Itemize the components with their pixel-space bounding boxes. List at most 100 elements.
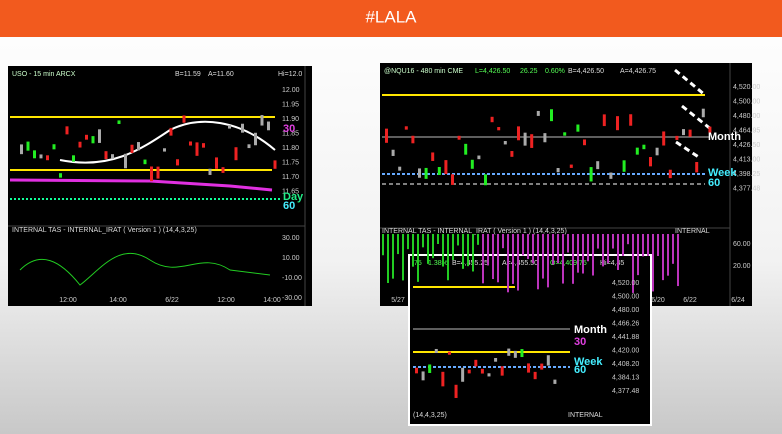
candle <box>662 131 666 146</box>
axis-label: 12.00 <box>282 87 300 94</box>
histogram-bar <box>627 234 629 245</box>
candle <box>247 144 251 149</box>
axis-label: 11.90 <box>282 116 299 123</box>
axis-label: 4,520.00 <box>612 280 639 287</box>
axis-label: 11.75 <box>282 159 299 166</box>
axis-label: 4,384.13 <box>612 374 639 381</box>
candle <box>234 147 238 161</box>
candle <box>26 141 30 151</box>
histogram-bar <box>432 234 434 259</box>
histogram-bar <box>527 234 529 260</box>
histogram-bar <box>457 234 459 246</box>
candle <box>104 151 108 159</box>
axis-label: 10.00 <box>282 255 300 262</box>
axis-label: 30.00 <box>282 235 300 242</box>
histogram-bar <box>472 234 474 272</box>
time-label: 6/22 <box>165 297 179 304</box>
candle <box>451 174 454 185</box>
candle <box>649 157 652 167</box>
histogram-bar <box>417 234 419 282</box>
axis-label: 11.70 <box>282 174 299 181</box>
candle <box>553 379 557 384</box>
candle <box>52 144 56 150</box>
candle <box>424 167 428 179</box>
hi: Hi=4,45 <box>600 260 624 267</box>
candle <box>441 371 445 387</box>
candle <box>457 135 461 140</box>
candle <box>163 148 166 152</box>
axis-label: 11.65 <box>282 188 299 195</box>
candle <box>418 168 421 178</box>
chart-panel <box>408 254 652 426</box>
candle <box>583 139 586 146</box>
histogram-bar <box>552 234 554 265</box>
histogram-bar <box>402 234 404 281</box>
change: 26.25 <box>520 68 538 75</box>
axis-label: 4,377.48 <box>733 185 760 192</box>
ask: A=11.60 <box>208 71 234 78</box>
axis-label: 4,464.95 <box>733 127 760 134</box>
level-label: 30 <box>283 123 295 135</box>
histogram-bar <box>507 234 509 293</box>
histogram-bar <box>572 234 574 284</box>
histogram-bar <box>422 234 424 248</box>
histogram-bar <box>482 234 484 284</box>
candle <box>215 157 218 169</box>
axis-label: -10.00 <box>282 275 302 282</box>
header-title: #LALA <box>365 7 417 26</box>
axis-label: 4,480.00 <box>733 113 760 120</box>
histogram-bar <box>542 234 544 279</box>
candle <box>695 162 699 173</box>
histogram-bar <box>672 234 674 264</box>
header-bar <box>0 0 782 37</box>
candle <box>602 114 606 127</box>
hi: Hi=12.0 <box>278 71 302 78</box>
histogram-bar <box>517 234 519 291</box>
histogram-bar <box>677 234 679 287</box>
candle <box>546 355 550 366</box>
histogram-bar <box>547 234 549 288</box>
bid: B=11.59 <box>175 71 201 78</box>
level-label: Week <box>574 356 603 368</box>
candle <box>150 166 153 182</box>
indicator-tag: INTERNAL <box>568 412 603 419</box>
histogram-bar <box>407 234 409 250</box>
candle <box>563 132 567 136</box>
time-label: 5/27 <box>391 297 405 304</box>
level-label: 60 <box>283 200 295 212</box>
candle <box>124 153 127 169</box>
histogram-bar <box>392 234 394 279</box>
candle <box>616 116 619 131</box>
candle <box>273 160 277 169</box>
histogram-bar <box>497 234 499 283</box>
candle <box>111 154 114 159</box>
candle <box>260 115 264 126</box>
candle <box>655 147 659 156</box>
candle <box>513 350 517 358</box>
candle <box>701 108 705 118</box>
axis-label: 60.00 <box>733 241 751 248</box>
candle <box>494 358 498 362</box>
candle <box>500 366 504 376</box>
ask: A=4,455.50 <box>502 260 538 267</box>
level-label: Day <box>283 191 304 203</box>
candle <box>589 167 593 182</box>
candle <box>404 126 408 130</box>
candle <box>474 359 478 367</box>
level-label: 30 <box>574 336 586 348</box>
histogram-bar <box>447 234 449 281</box>
candle <box>484 174 487 186</box>
candle <box>510 151 514 157</box>
axis-label: 4,441.88 <box>612 334 639 341</box>
candle <box>688 129 692 137</box>
indicator-title: INTERNAL TAS - INTERNAL_IRAT ( Version 1… <box>12 227 197 234</box>
histogram-bar <box>592 234 594 276</box>
candle <box>543 133 547 143</box>
candle <box>91 136 95 144</box>
candle <box>221 167 225 173</box>
histogram-bar <box>512 234 514 284</box>
candle <box>398 166 402 171</box>
axis-label: 4,398.25 <box>733 171 760 178</box>
bid: B=4,455.25 <box>452 260 488 267</box>
